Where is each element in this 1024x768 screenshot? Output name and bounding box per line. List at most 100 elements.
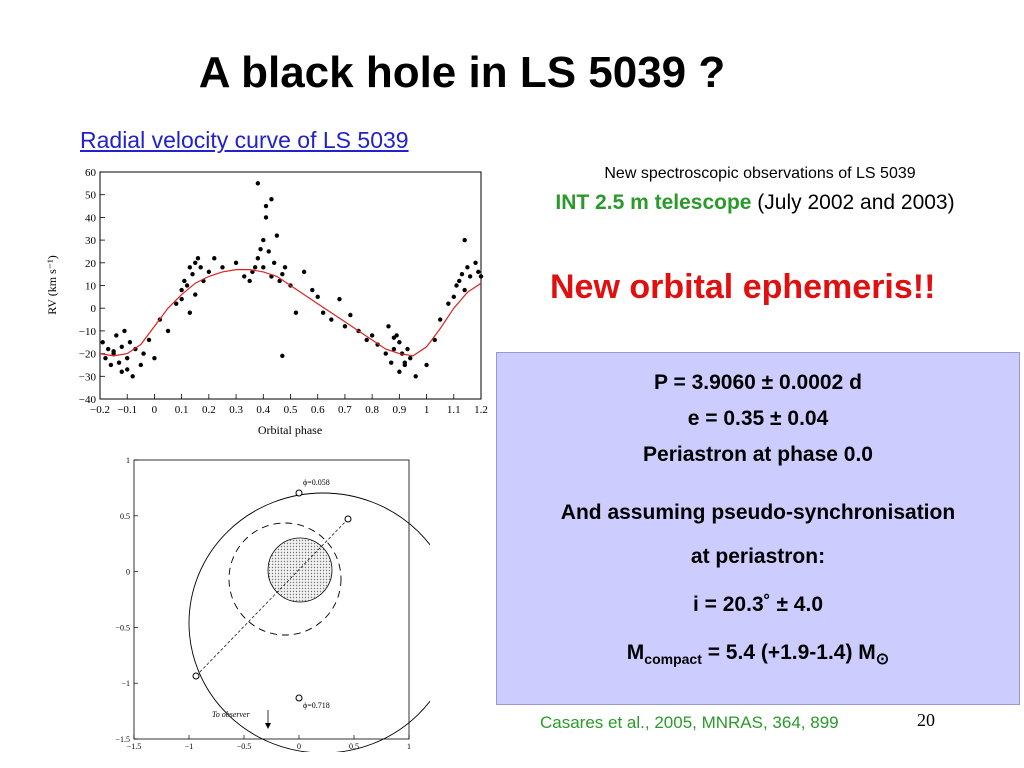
observation-dates: (July 2002 and 2003) [751, 191, 955, 214]
rv-chart: −0.2 −0.1 0 0.1 0.2 0.3 0.4 0.5 0.6 0.7 0.8 0.9 1 1.1… [45, 167, 488, 437]
rv-plot-frame [99, 171, 482, 400]
rv-x-tick-label: 0.5 [284, 404, 298, 416]
rv-data-point [116, 360, 122, 365]
rv-data-point [108, 362, 114, 368]
orbit-x-tick-label: 1 [407, 742, 411, 751]
rv-data-point [122, 328, 127, 334]
rv-data-point [424, 362, 429, 368]
rv-data-point [388, 360, 394, 365]
periastron-note: Periastron at phase 0.0 [643, 443, 873, 466]
rv-data-point [391, 335, 397, 340]
rv-x-tick-label: 0.1 [175, 404, 189, 416]
rv-data-point [274, 233, 280, 238]
rv-data-point [432, 337, 437, 343]
rv-data-point [261, 237, 266, 243]
rv-data-point [459, 271, 465, 277]
period-value: P = 3.9060 ± 0.0002 d [654, 371, 862, 394]
rv-data-point [220, 265, 225, 270]
rv-y-tick-label: −10 [79, 326, 97, 338]
orbit-diagram: −1.5 −1 −0.5 0 0.5 1 1 0.5 0 −0.5 −1 −1.5 ϕ=0.058 ϕ… [115, 456, 430, 752]
rv-data-point [478, 274, 484, 279]
rv-data-point [114, 333, 119, 338]
rv-data-point [190, 271, 195, 277]
orbit-frame [133, 459, 410, 740]
orbit-ellipse [188, 492, 430, 752]
rv-y-tick-label: −30 [79, 371, 97, 383]
rv-data-point [165, 328, 171, 334]
rv-data-point [233, 260, 239, 265]
rv-x-tick-label: 0.2 [202, 404, 216, 416]
rv-data-point [408, 355, 413, 361]
rv-data-point [182, 278, 187, 284]
rv-y-tick-label: 40 [85, 212, 97, 224]
mass-symbol: M [626, 641, 645, 664]
companion-star [267, 537, 333, 603]
phase-marker-a [295, 489, 303, 497]
rv-data-point [146, 337, 152, 343]
rv-x-tick-label: 0.3 [229, 404, 243, 416]
rv-data-point [119, 344, 124, 349]
rv-data-point [125, 367, 130, 372]
page-number: 20 [917, 710, 935, 730]
page-title: A black hole in LS 5039 ? [198, 48, 726, 97]
rv-y-tick-label: 50 [85, 190, 97, 202]
rv-data-point [402, 360, 407, 365]
rv-y-tick-label: −40 [79, 394, 97, 406]
rv-x-tick-label: 0.9 [392, 404, 406, 416]
rv-x-tick-label: −0.1 [117, 404, 137, 416]
rv-data-point [329, 317, 334, 322]
rv-data-point [271, 260, 277, 265]
parameters-box: P = 3.9060 ± 0.0002 d e = 0.35 ± 0.04 Pe… [496, 352, 1020, 705]
rv-data-point [282, 265, 288, 270]
rv-x-tick-label: 0.4 [256, 404, 270, 416]
rv-y-tick-label: 0 [91, 303, 97, 315]
rv-data-point [364, 337, 369, 343]
rv-data-point [103, 355, 108, 361]
rv-data-point [152, 355, 157, 361]
rv-data-point [277, 278, 282, 284]
rv-x-axis-label: Orbital phase [258, 423, 322, 437]
rv-data-point [391, 346, 397, 352]
orbit-x-tick-label: 0 [297, 742, 301, 751]
roche-lobe-circle [228, 522, 342, 636]
rv-y-tick-label: 30 [85, 235, 97, 247]
ephemeris-heading: New orbital ephemeris!! [550, 268, 936, 306]
rv-data-point [141, 351, 146, 356]
mass-number: = 5.4 (+1.9-1.4) M [701, 641, 876, 664]
rv-data-point [280, 271, 285, 277]
rv-data-point [465, 265, 470, 270]
rv-data-point [467, 274, 473, 279]
rv-curve-link[interactable]: Radial velocity curve of LS 5039 [80, 127, 409, 153]
rv-data-point [457, 278, 462, 284]
rv-data-point [348, 312, 353, 318]
rv-data-point [462, 287, 467, 293]
rv-data-point [315, 294, 320, 300]
orbit-y-tick-label: −1.5 [115, 735, 130, 744]
rv-x-tick-label: 0.7 [338, 404, 352, 416]
rv-data-point [337, 296, 342, 302]
rv-data-point [280, 353, 285, 359]
compact-mass-value: Mcompact = 5.4 (+1.9-1.4) M⊙ [497, 641, 1019, 669]
assumption-line-2: at periastron: [690, 545, 826, 568]
rv-data-point [413, 374, 418, 379]
rv-data-point [383, 351, 388, 356]
rv-x-tick-label: 0.8 [365, 404, 379, 416]
assumption-line-1: And assuming pseudo-synchronisation [560, 501, 956, 524]
rv-data-point [174, 301, 179, 306]
rv-data-point [369, 333, 375, 338]
rv-data-point [397, 369, 402, 374]
rv-data-point [193, 292, 198, 297]
rv-data-point [342, 324, 348, 329]
eccentricity-value: e = 0.35 ± 0.04 [687, 407, 829, 430]
rv-data-point [258, 246, 263, 252]
rv-y-tick-label: 60 [85, 167, 97, 179]
rv-data-point [206, 269, 212, 275]
periastron-line [195, 518, 349, 677]
phase-label-b: ϕ=0.718 [303, 701, 330, 710]
rv-data-point [451, 294, 456, 300]
rv-data-point [127, 340, 133, 345]
rv-data-point [255, 181, 261, 186]
phase-marker-b [295, 694, 303, 702]
apastron-marker [192, 672, 200, 680]
rv-data-point [454, 283, 459, 288]
